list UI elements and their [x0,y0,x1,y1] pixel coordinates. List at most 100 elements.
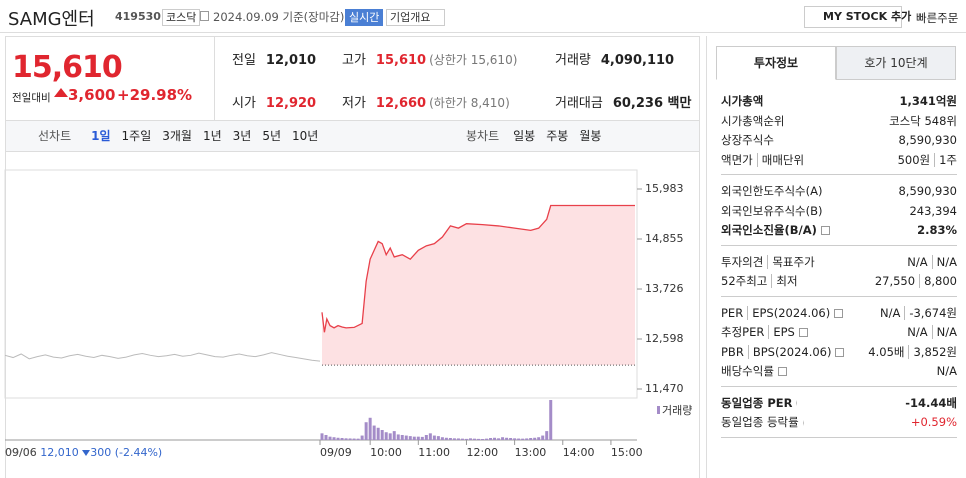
volume-bar [525,438,529,440]
panel-tab[interactable]: 호가 10단계 [836,46,956,80]
market-badge: 코스닥 [162,9,201,26]
line-tab[interactable]: 10년 [292,129,319,143]
tab-label: 봉차트 [466,129,500,143]
line-tab[interactable]: 1년 [202,129,222,143]
line-tab[interactable]: 5년 [262,129,282,143]
info-row: 동일업종 PER -14.44배 [721,394,957,414]
volume-bar [481,439,485,440]
volume-bar [392,431,396,440]
volume-bar [444,437,448,440]
info-value: N/A N/A [907,253,957,273]
info-value: 2.83% [917,221,957,241]
volume-bar [376,427,380,440]
y-tick-label: 12,598 [645,332,684,345]
info-label: 추정PER EPS [721,323,808,343]
volume-bar [501,437,505,440]
value-part: 27,550 [874,274,916,288]
label-part: PER [721,305,744,320]
volume-bar [416,436,420,440]
price-line [321,204,635,333]
info-label: 동일업종 등락률 [721,413,804,433]
info-label: 외국인보유주식수(B) [721,202,823,222]
y-tick-label: 15,983 [645,182,684,195]
info-label: 시가총액순위 [721,112,784,132]
volume-bar [489,438,493,440]
volume-bar [472,438,476,440]
summary-cell: 거래대금 60,236 백만 [555,92,691,111]
volume-bar [372,425,376,440]
volume-bar [412,436,416,440]
value-part: 4.05배 [868,344,905,359]
stock-name: SAMG엔터 [8,9,95,30]
x-tick-label: 11:00 [418,446,450,459]
candle-tab[interactable]: 월봉 [579,129,602,143]
x-tick-label: 15:00 [611,446,643,459]
date: 2024.09.09 기준(장마감) [213,10,345,24]
y-tick-label: 11,470 [645,382,684,395]
help-icon [820,226,830,235]
volume-bar [505,437,509,440]
volume-bar [344,438,348,440]
panel-tab[interactable]: 투자정보 [716,46,836,80]
info-value: +0.59% [911,413,957,433]
summary-value: 4,090,110 [600,53,675,68]
value-part: 2.83% [917,223,957,237]
info-row: 배당수익률 N/A [721,362,957,382]
info-row: 외국인한도주식수(A) 8,590,930 [721,182,957,202]
info-row: 동일업종 등락률 +0.59% [721,413,957,433]
value-part: 코스닥 548위 [889,113,957,128]
label-part: EPS(2024.06) [747,305,831,320]
candle-tab[interactable]: 일봉 [513,129,536,143]
value-part: N/A [931,325,957,339]
volume-bar [545,431,549,440]
info-value: 243,394 [909,202,957,222]
help-icon [835,347,845,357]
company-menu[interactable]: 기업개요 [386,9,446,26]
volume-bar [521,438,525,440]
value-part: N/A [907,325,928,339]
summary-label: 저가 [342,96,366,111]
summary-value: 12,920 [265,96,317,111]
volume-bar [364,422,368,440]
line-tab[interactable]: 1일 [91,129,111,143]
label-part: 추정PER [721,325,765,339]
info-label: 동일업종 PER [721,394,798,414]
volume-bar [497,438,501,440]
summary-label: 전일 [232,53,256,68]
quick-order[interactable]: 빠른주문 [916,11,959,25]
arrow-icon [796,400,798,406]
value-part: N/A [907,254,928,269]
summary-note: (하한가 8,410) [429,96,510,110]
plot-frame [4,169,638,399]
info-row: 52주최고 최저 27,550 8,800 [721,272,957,292]
info-label: 52주최고 최저 [721,272,798,292]
candle-tab[interactable]: 주봉 [546,129,569,143]
info-row: 외국인소진율(B/A) 2.83% [721,221,957,241]
value-part: 500원 [897,152,931,167]
info-label: 외국인한도주식수(A) [721,182,822,202]
line-tab[interactable]: 3년 [232,129,252,143]
info-group: PER EPS(2024.06) N/A -3,674원 추정PER EPS N/A N/A P… [721,302,957,387]
change-label: 전일대비 [12,92,51,104]
value-part: 243,394 [909,203,957,218]
volume-bar [420,436,424,440]
line-tab[interactable]: 3개월 [162,129,192,143]
info-value: 27,550 8,800 [875,272,957,292]
label-part: 시가총액 [721,94,764,108]
label-part: 동일업종 PER [721,395,793,410]
arrow-icon [802,419,804,426]
volume-bar [424,435,428,440]
chart-tabs: 선차트 1일 1주일 3개월 1년 3년 5년 10년 봉차트 일봉 주봉 월봉 [6,120,699,152]
mystock-button[interactable]: MY STOCK 추가 [804,6,911,28]
volume-bar [440,437,444,440]
label-part: 최저 [771,274,798,288]
volume-bar [477,438,480,440]
line-tab[interactable]: 1주일 [121,129,152,143]
info-value: N/A N/A [907,323,957,343]
info-label: PER EPS(2024.06) [721,304,844,324]
calendar-icon [200,11,209,21]
realtime-badge[interactable]: 실시간 [345,9,384,26]
info-label: 액면가 매매단위 [721,151,805,171]
info-label: 배당수익률 [721,362,787,382]
